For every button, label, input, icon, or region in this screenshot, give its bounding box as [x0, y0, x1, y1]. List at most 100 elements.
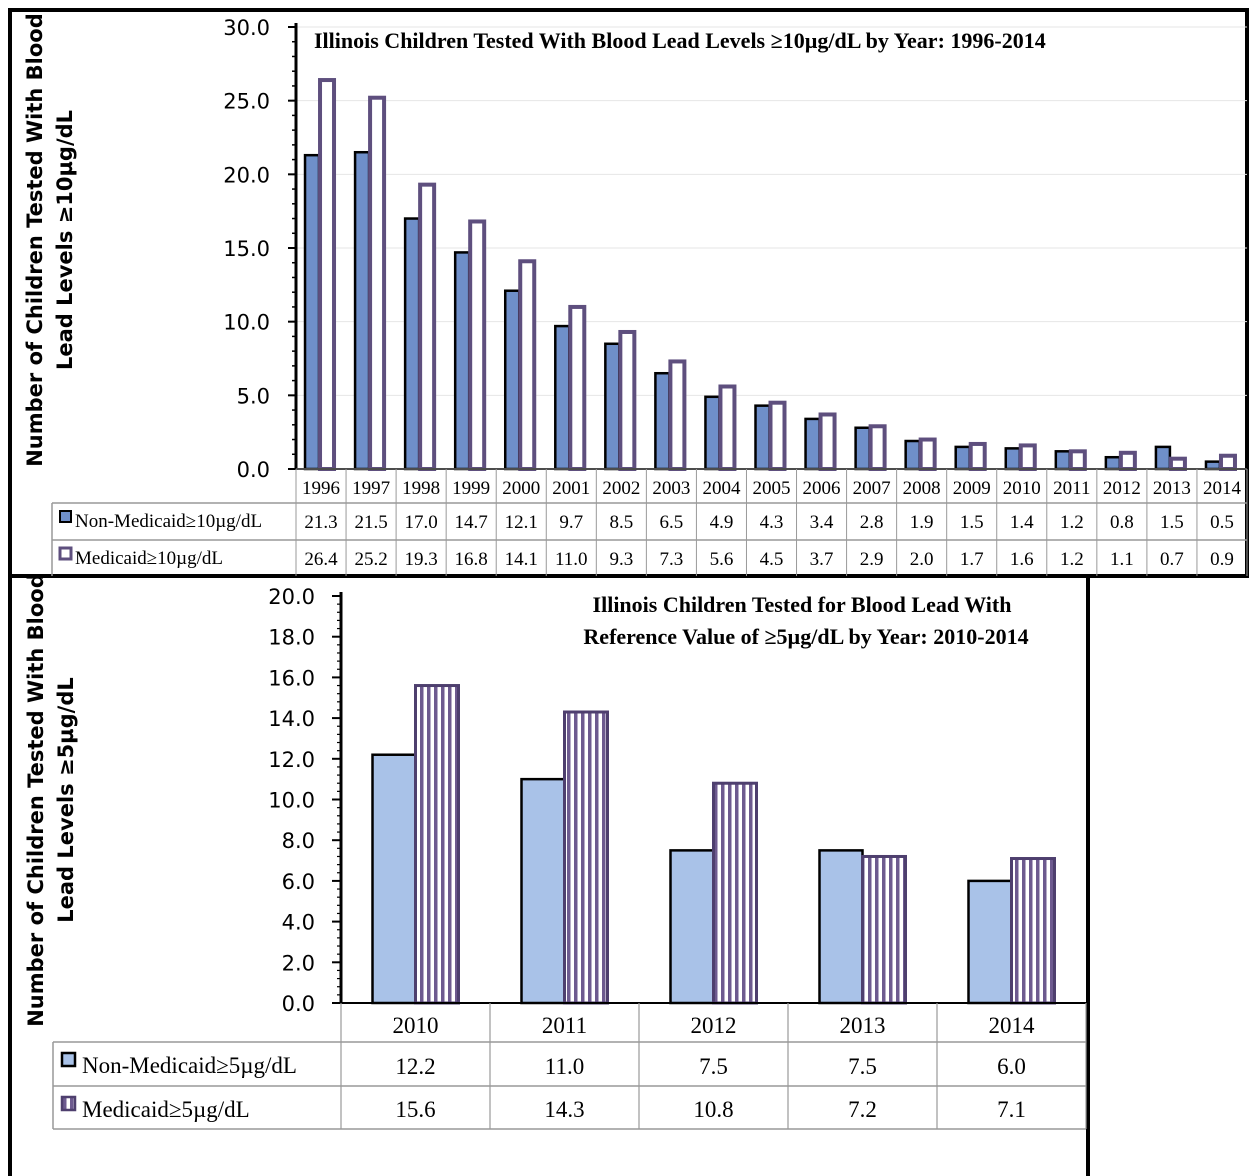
y-tick-label: 25.0: [223, 90, 270, 114]
x-category-label: 2010: [393, 1013, 439, 1038]
data-label-medicaid: 5.6: [710, 549, 734, 570]
data-label-medicaid: 14.3: [544, 1097, 584, 1122]
bar-medicaid: [468, 219, 487, 471]
bar-medicaid: [918, 437, 937, 471]
bar-medicaid: [768, 400, 787, 472]
data-label-non-medicaid: 14.7: [455, 512, 488, 533]
data-label-non-medicaid: 1.5: [960, 512, 984, 533]
y-tick-label: 14.0: [268, 707, 315, 731]
y-tick-label: 15.0: [223, 237, 270, 261]
bar-medicaid: [1218, 453, 1237, 471]
bar-non-medicaid: [854, 426, 871, 471]
y-axis-label-line1: Number of Children Tested With Blood: [24, 573, 48, 1027]
data-label-medicaid: 15.6: [395, 1097, 435, 1122]
bar-medicaid: [868, 424, 887, 472]
bar-non-medicaid: [904, 439, 921, 471]
y-tick-label: 0.0: [237, 458, 270, 482]
y-tick-label: 20.0: [268, 585, 315, 609]
y-tick-label: 5.0: [237, 384, 270, 408]
bar-non-medicaid: [520, 777, 566, 1005]
legend-label-non-medicaid: Non-Medicaid≥10µg/dL: [75, 511, 262, 532]
bar-non-medicaid: [1054, 450, 1072, 471]
chart-2: 0.0 2.0 4.0 6.0 8.0 10.0 12.0 14.0 16.0 18.0 20.0 I…: [24, 573, 1087, 1130]
data-label-non-medicaid: 12.1: [505, 512, 538, 533]
x-category-label: 2003: [652, 478, 690, 499]
bar-medicaid: [368, 95, 387, 471]
x-category-label: 1997: [352, 478, 390, 499]
x-category-label: 1998: [402, 478, 440, 499]
bar-non-medicaid: [654, 371, 671, 471]
chart-title-line2: Reference Value of ≥5µg/dL by Year: 2010…: [583, 624, 1028, 649]
data-label-non-medicaid: 7.5: [848, 1054, 877, 1079]
bar-medicaid: [518, 259, 537, 472]
data-label-medicaid: 7.3: [660, 549, 684, 570]
data-label-medicaid: 0.9: [1210, 549, 1234, 570]
data-label-medicaid: 1.6: [1010, 549, 1034, 570]
y-axis-label-line1: Number of Children Tested With Blood: [23, 13, 47, 467]
chart-title: Illinois Children Tested With Blood Lead…: [314, 28, 1046, 53]
bar-non-medicaid: [704, 395, 721, 471]
data-label-medicaid: 1.2: [1060, 549, 1084, 570]
x-category-label: 2012: [691, 1013, 737, 1038]
x-category-label: 2014: [1203, 478, 1242, 499]
x-category-label: 1996: [302, 478, 340, 499]
bar-medicaid: [668, 359, 687, 471]
y-tick-label: 0.0: [282, 992, 315, 1016]
legend-label-medicaid: Medicaid≥5µg/dL: [82, 1097, 250, 1122]
data-label-non-medicaid: 21.5: [354, 512, 387, 533]
data-label-medicaid: 9.3: [609, 549, 633, 570]
x-category-label: 2013: [1153, 478, 1191, 499]
x-category-label: 2010: [1003, 478, 1041, 499]
data-label-non-medicaid: 1.5: [1160, 512, 1184, 533]
x-category-label: 2013: [840, 1013, 886, 1038]
data-label-non-medicaid: 6.5: [660, 512, 684, 533]
data-label-non-medicaid: 1.4: [1010, 512, 1034, 533]
data-label-non-medicaid: 8.5: [609, 512, 633, 533]
bar-medicaid: [1118, 450, 1137, 472]
bar-medicaid: [968, 441, 987, 472]
x-category-label: 2009: [953, 478, 991, 499]
x-category-label: 2006: [803, 478, 841, 499]
bar-non-medicaid: [403, 217, 421, 471]
chart-1: 0.0 5.0 10.0 15.0 20.0 25.0 30.0 Illinois Child…: [23, 13, 1248, 576]
bar-non-medicaid: [1204, 460, 1222, 471]
data-label-non-medicaid: 1.9: [910, 512, 934, 533]
data-label-medicaid: 14.1: [505, 549, 538, 570]
y-tick-label: 2.0: [282, 951, 315, 975]
bar-medicaid: [861, 854, 907, 1005]
data-label-medicaid: 1.7: [960, 549, 984, 570]
x-category-label: 2011: [542, 1013, 587, 1038]
y-tick-label: 8.0: [282, 829, 315, 853]
bar-medicaid: [1018, 443, 1037, 471]
y-tick-label: 10.0: [268, 789, 315, 813]
bar-non-medicaid: [954, 445, 971, 471]
x-category-label: 2002: [602, 478, 640, 499]
bar-medicaid: [818, 412, 837, 471]
data-label-non-medicaid: 4.3: [760, 512, 784, 533]
y-tick-label: 18.0: [268, 626, 315, 650]
x-category-label: 2001: [552, 478, 590, 499]
y-tick-label: 10.0: [223, 311, 270, 335]
data-label-medicaid: 0.7: [1160, 549, 1184, 570]
bar-non-medicaid: [453, 251, 471, 471]
bar-non-medicaid: [554, 324, 571, 471]
data-label-non-medicaid: 4.9: [710, 512, 734, 533]
x-category-label: 2000: [502, 478, 540, 499]
data-label-non-medicaid: 1.2: [1060, 512, 1084, 533]
legend-key-medicaid: [60, 1095, 77, 1112]
bar-non-medicaid: [371, 753, 417, 1005]
data-label-non-medicaid: 3.4: [810, 512, 834, 533]
x-category-label: 1999: [452, 478, 490, 499]
bar-medicaid: [563, 710, 609, 1005]
legend-key-non-medicaid: [60, 1051, 77, 1068]
legend-label-medicaid: Medicaid≥10µg/dL: [75, 548, 223, 569]
x-category-label: 2008: [903, 478, 941, 499]
bar-medicaid: [1010, 857, 1056, 1005]
bar-non-medicaid: [604, 342, 621, 471]
bar-non-medicaid: [503, 289, 521, 471]
data-label-non-medicaid: 21.3: [304, 512, 337, 533]
legend-label-non-medicaid: Non-Medicaid≥5µg/dL: [82, 1053, 297, 1078]
data-label-non-medicaid: 0.5: [1210, 512, 1234, 533]
bar-non-medicaid: [804, 417, 821, 471]
data-label-non-medicaid: 17.0: [405, 512, 438, 533]
